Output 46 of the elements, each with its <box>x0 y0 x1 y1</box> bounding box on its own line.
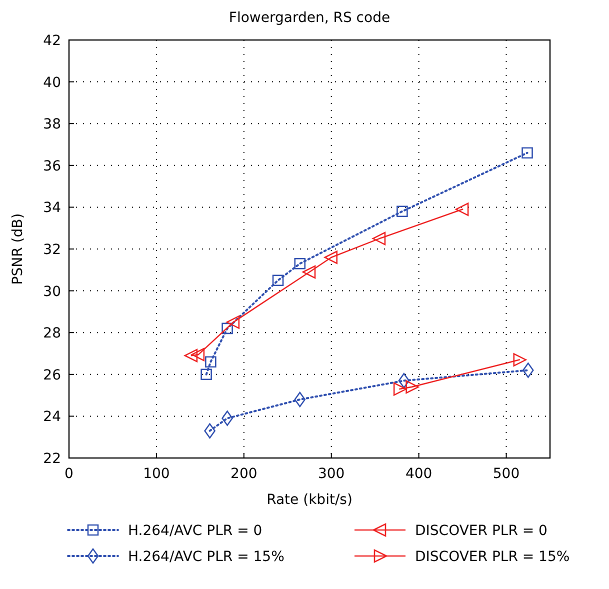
point <box>513 353 527 366</box>
chart-title: Flowergarden, RS code <box>228 10 390 26</box>
y-tick-label: 42 <box>43 33 61 49</box>
point <box>455 202 469 216</box>
legend-label: DISCOVER PLR = 0 <box>415 523 548 539</box>
point <box>222 410 233 426</box>
point <box>204 423 216 438</box>
y-tick-label: 22 <box>43 451 61 467</box>
point <box>294 258 306 270</box>
x-tick-label: 100 <box>143 466 170 482</box>
point <box>522 362 534 378</box>
point <box>184 348 198 362</box>
x-tick-label: 200 <box>230 466 258 482</box>
y-tick-label: 32 <box>43 242 61 258</box>
point <box>324 250 338 264</box>
point <box>406 380 419 394</box>
point <box>226 316 240 329</box>
y-tick-label: 34 <box>43 200 62 216</box>
point <box>294 392 306 408</box>
y-axis-title: PSNR (dB) <box>10 213 26 285</box>
point <box>522 147 533 159</box>
x-tick-label: 300 <box>318 466 345 482</box>
legend-label: H.264/AVC PLR = 0 <box>128 523 262 539</box>
x-tick-label: 400 <box>405 466 432 482</box>
x-tick-label: 500 <box>492 466 520 482</box>
point <box>222 322 233 334</box>
y-tick-label: 30 <box>43 284 61 300</box>
point <box>302 265 316 279</box>
y-tick-label: 40 <box>43 74 61 91</box>
y-tick-label: 38 <box>43 116 61 133</box>
x-tick-label: 0 <box>64 466 74 482</box>
point <box>200 368 212 380</box>
point <box>398 373 410 388</box>
y-tick-label: 26 <box>43 367 62 384</box>
point <box>396 206 408 218</box>
point <box>372 232 386 246</box>
point <box>191 348 205 362</box>
legend-label: H.264/AVC PLR = 15% <box>128 549 284 565</box>
y-tick-label: 24 <box>43 409 62 426</box>
point <box>272 274 284 286</box>
point <box>205 356 216 368</box>
point <box>393 382 407 396</box>
legend-label: DISCOVER PLR = 15% <box>415 549 570 565</box>
y-tick-label: 36 <box>43 158 62 174</box>
y-tick-label: 28 <box>43 326 61 342</box>
x-axis-title: Rate (kbit/s) <box>266 492 352 508</box>
